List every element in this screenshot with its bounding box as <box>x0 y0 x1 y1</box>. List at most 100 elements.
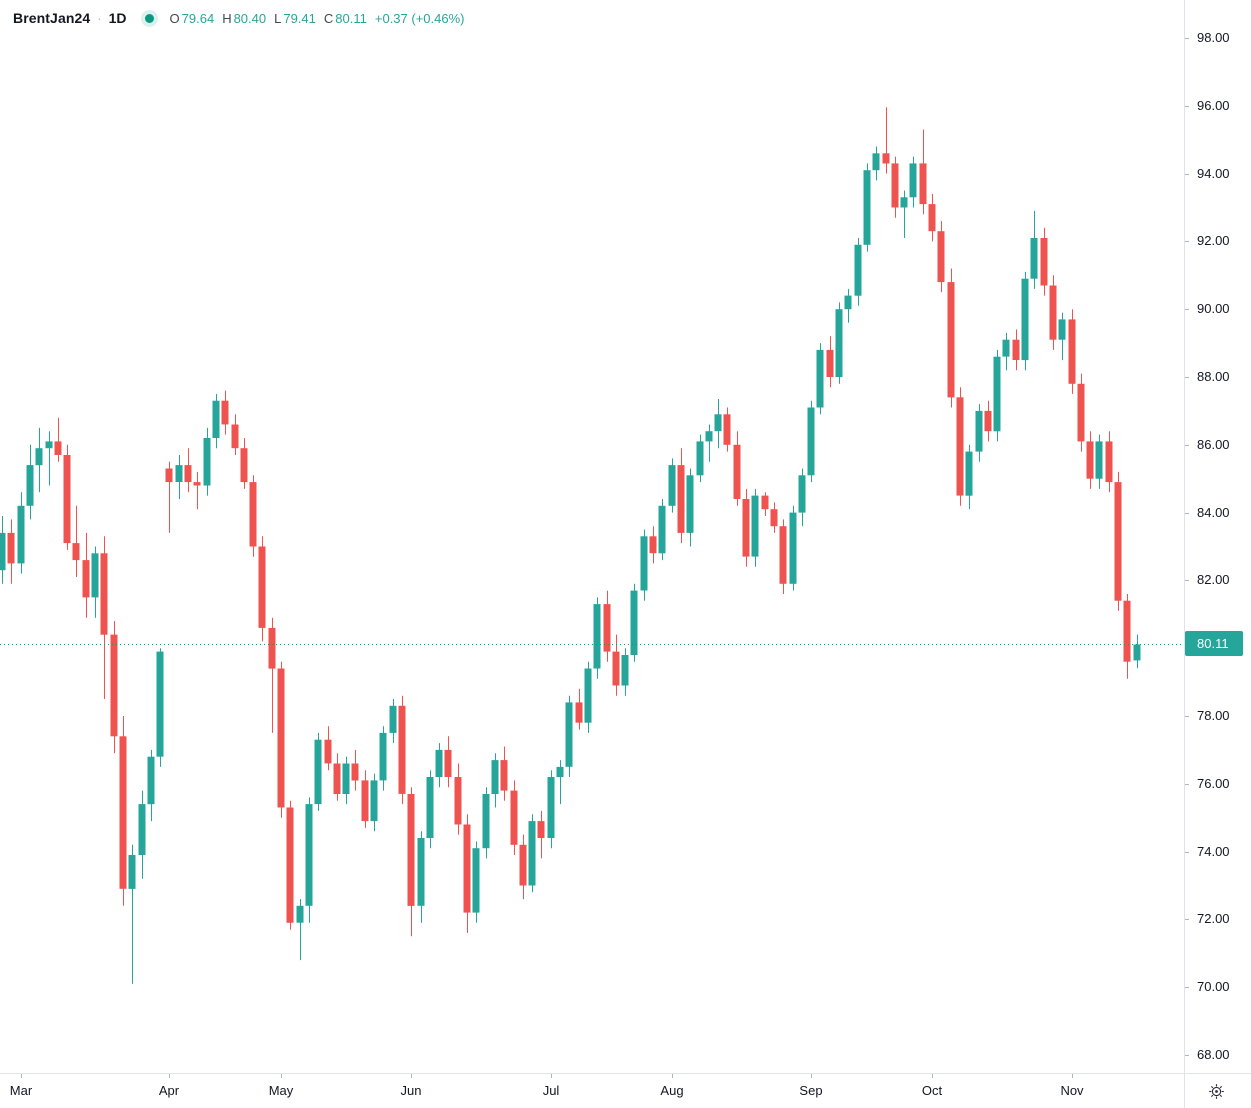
month-tick <box>21 1074 22 1078</box>
candle-body <box>612 651 620 686</box>
candle-body <box>956 397 964 496</box>
close-label: C <box>323 10 334 26</box>
candle-body <box>584 668 592 723</box>
price-tick <box>1185 919 1189 920</box>
chart-canvas[interactable]: BrentJan24 · 1D O 79.64 H 80.40 L 79.41 C 80… <box>0 0 1184 1073</box>
candle-body <box>91 553 99 598</box>
candle-body <box>221 400 229 425</box>
candle-body <box>1030 238 1038 279</box>
candle-body <box>630 590 638 655</box>
candle-body <box>965 451 973 496</box>
settings-button[interactable] <box>1203 1078 1229 1104</box>
price-tick-label: 96.00 <box>1197 98 1230 113</box>
month-label: Sep <box>799 1083 823 1098</box>
candle-body <box>138 804 146 855</box>
price-tick-label: 82.00 <box>1197 572 1230 587</box>
open-value: 79.64 <box>181 10 215 26</box>
candle-body <box>500 760 508 791</box>
price-tick-label: 88.00 <box>1197 369 1230 384</box>
month-label: Nov <box>1060 1083 1084 1098</box>
candle-body <box>389 705 397 733</box>
candle-body <box>705 431 713 442</box>
candle-body <box>556 766 564 778</box>
time-axis[interactable]: Mar Apr May Jun Jul Aug Sep Oct Nov <box>0 1073 1184 1108</box>
price-tick <box>1185 377 1189 378</box>
candle-body <box>175 465 183 482</box>
candle-body <box>668 465 676 506</box>
axis-corner <box>1184 1073 1251 1108</box>
candle-body <box>658 505 666 554</box>
candle-body <box>882 153 890 164</box>
price-tick-label: 76.00 <box>1197 776 1230 791</box>
low-label: L <box>274 10 282 26</box>
candle-body <box>249 482 257 547</box>
candle-body <box>370 780 378 822</box>
month-tick <box>169 1074 170 1078</box>
candle-body <box>444 749 452 777</box>
candle-body <box>919 163 927 205</box>
candle-body <box>212 400 220 438</box>
candle-body <box>342 763 350 794</box>
candle-body <box>528 821 536 886</box>
month-tick <box>411 1074 412 1078</box>
price-tick-label: 86.00 <box>1197 437 1230 452</box>
candle-body <box>1002 339 1010 357</box>
candle-body <box>603 604 611 652</box>
candle-body <box>798 475 806 513</box>
candle-body <box>807 407 815 476</box>
candle-body <box>742 499 750 557</box>
month-label: Apr <box>158 1083 180 1098</box>
candle-body <box>537 821 545 838</box>
candle-body <box>937 231 945 283</box>
month-tick <box>672 1074 673 1078</box>
candle-body <box>333 763 341 794</box>
candle-body <box>63 455 71 544</box>
candle-body <box>426 777 434 838</box>
candle-body <box>835 309 843 377</box>
month-label: Mar <box>9 1083 33 1098</box>
candle-body <box>770 509 778 527</box>
candle-body <box>593 604 601 669</box>
candle-body <box>147 756 155 805</box>
candle-body <box>35 448 43 466</box>
candle-body <box>156 651 164 757</box>
price-tick <box>1185 445 1189 446</box>
candle-body <box>128 855 136 889</box>
candle-body <box>640 536 648 591</box>
candle-body <box>17 505 25 564</box>
candle-body <box>110 634 118 737</box>
candle-body <box>1049 285 1057 340</box>
price-tick-label: 94.00 <box>1197 166 1230 181</box>
month-tick <box>811 1074 812 1078</box>
month-tick <box>1072 1074 1073 1078</box>
candle-body <box>733 444 741 499</box>
candle-body <box>909 163 917 198</box>
candle-body <box>119 736 127 889</box>
candle-body <box>575 702 583 723</box>
candle-body <box>993 356 1001 432</box>
month-tick <box>932 1074 933 1078</box>
candle-body <box>723 414 731 445</box>
candle-body <box>900 197 908 208</box>
candle-body <box>947 282 955 398</box>
candle-body <box>714 414 722 432</box>
candle-body <box>7 532 15 564</box>
candle-body <box>296 905 304 923</box>
candle-body <box>854 244 862 296</box>
symbol-name[interactable]: BrentJan24 <box>13 10 91 26</box>
candle-body <box>491 760 499 794</box>
price-tick <box>1185 716 1189 717</box>
candle-body <box>1012 339 1020 360</box>
price-axis[interactable]: 80.11 98.00 96.00 94.00 92.00 90.00 88.00 86.0… <box>1184 0 1251 1073</box>
candle-body <box>286 807 294 923</box>
interval-label[interactable]: 1D <box>108 10 127 26</box>
month-label: Oct <box>921 1083 943 1098</box>
candle-body <box>361 780 369 822</box>
price-tick-label: 84.00 <box>1197 505 1230 520</box>
price-tick-label: 74.00 <box>1197 844 1230 859</box>
candle-body <box>417 838 425 906</box>
candle-body <box>454 777 462 825</box>
candle-body <box>1114 482 1122 601</box>
candle-body <box>751 495 759 557</box>
